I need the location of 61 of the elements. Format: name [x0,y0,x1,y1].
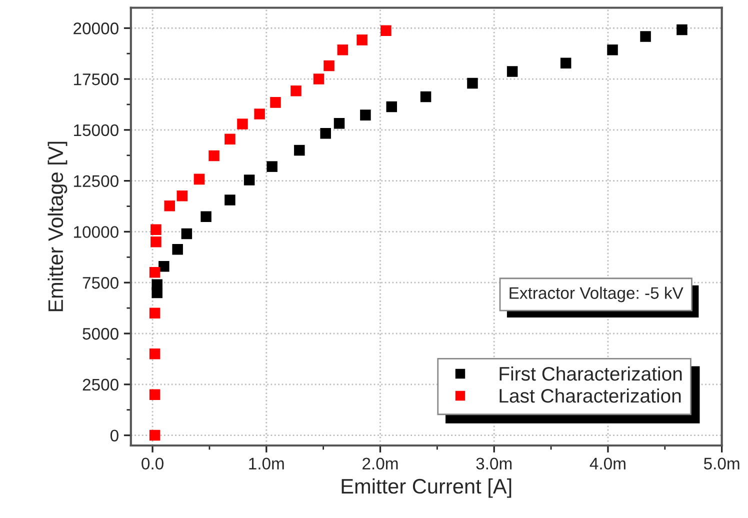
y-tick-label: 12500 [74,175,118,188]
point [467,78,478,89]
point [152,279,162,290]
point [266,161,278,172]
y-tick-label: 17500 [74,73,118,86]
point [324,60,334,72]
x-tick-label: 5.0m [704,458,740,470]
point [334,118,345,129]
point [420,91,432,102]
point [607,44,618,56]
x-tick-label: 0.0 [142,458,164,470]
point [320,128,331,139]
y-axis-title: Emitter Voltage [V] [48,142,68,312]
point [208,150,220,162]
y-tick-label: 10000 [74,226,118,238]
point [506,66,518,77]
annotation: Extractor Voltage: -5 kV [510,286,684,302]
point [149,267,160,278]
point [237,118,248,130]
legend-label: Last Characterization [500,388,681,403]
x-tick-label: 2.0m [362,458,398,470]
point [380,25,392,36]
point [640,31,651,42]
point [158,260,170,272]
point [149,389,160,400]
point [386,101,398,112]
y-tick-label: 15000 [74,124,118,136]
point [181,228,192,240]
point [149,348,160,360]
point [244,174,255,186]
point [294,144,305,156]
point [150,224,162,236]
point [290,85,302,96]
x-tick-label: 1.0m [249,458,284,470]
y-tick-label: 20000 [74,22,118,34]
point [149,308,160,319]
point [164,200,175,212]
point [176,190,188,202]
point [360,110,371,120]
y-tick-label: 5000 [82,328,118,340]
point [172,244,183,255]
legend-label: First Characterization [500,366,682,381]
point [224,134,236,144]
x-tick-label: 4.0m [590,458,626,470]
point [270,97,281,108]
x-tick-label: 3.0m [476,458,512,470]
y-tick-label: 0 [110,430,118,442]
x-axis-title: Emitter Current [A] [342,478,512,498]
point [150,236,162,248]
point [676,24,688,36]
point [149,430,160,441]
point [200,211,212,222]
point [560,58,572,69]
point [337,44,348,56]
y-tick-label: 7500 [82,277,118,289]
point [254,108,265,120]
y-tick-label: 2500 [82,378,118,391]
point [356,34,368,46]
point [224,194,236,206]
point [194,174,205,185]
point [313,74,324,84]
